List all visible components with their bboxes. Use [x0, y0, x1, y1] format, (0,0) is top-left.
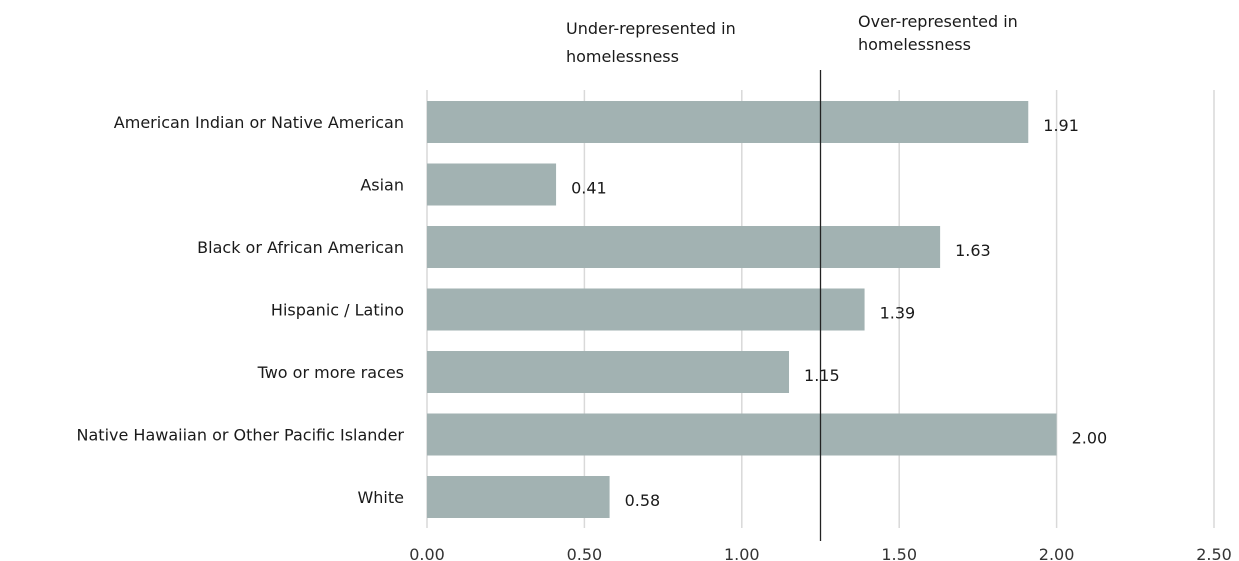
category-label: Hispanic / Latino	[271, 301, 404, 320]
data-label: 0.41	[571, 179, 607, 198]
data-label: 1.15	[804, 366, 840, 385]
x-axis-tick-labels: 0.00 0.50 1.00 1.50 2.00 2.50	[409, 545, 1232, 561]
bars	[427, 101, 1057, 518]
bar	[427, 226, 941, 268]
x-tick-label: 1.00	[724, 545, 760, 561]
x-tick-label: 2.00	[1039, 545, 1075, 561]
data-labels: 1.91 0.41 1.63 1.39 1.15 2.00 0.58	[571, 116, 1107, 510]
x-tick-label: 0.00	[409, 545, 445, 561]
category-label: White	[357, 488, 404, 507]
data-label: 0.58	[625, 491, 661, 510]
category-labels: American Indian or Native American Asian B…	[77, 113, 405, 507]
data-label: 1.63	[955, 241, 991, 260]
data-label: 1.91	[1043, 116, 1079, 135]
bar	[427, 476, 610, 518]
category-label: American Indian or Native American	[114, 113, 404, 132]
annotation-over-line1: Over-represented in	[858, 12, 1018, 31]
annotation-under-line2: homelessness	[566, 47, 679, 66]
category-label: Black or African American	[197, 238, 404, 257]
x-tick-label: 2.50	[1196, 545, 1232, 561]
x-tick-label: 1.50	[881, 545, 917, 561]
annotations: Under-represented in homelessness Over-r…	[566, 12, 1018, 66]
annotation-over-line2: homelessness	[858, 35, 971, 54]
bar	[427, 413, 1057, 456]
annotation-under-line1: Under-represented in	[566, 19, 736, 38]
data-label: 2.00	[1072, 429, 1108, 448]
bar	[427, 351, 790, 393]
category-label: Asian	[360, 176, 404, 195]
bar	[427, 163, 557, 206]
bar	[427, 101, 1029, 143]
category-label: Native Hawaiian or Other Pacific Islande…	[77, 426, 405, 445]
x-tick-label: 0.50	[567, 545, 603, 561]
category-label: Two or more races	[257, 363, 404, 382]
bar	[427, 288, 865, 331]
data-label: 1.39	[880, 304, 916, 323]
